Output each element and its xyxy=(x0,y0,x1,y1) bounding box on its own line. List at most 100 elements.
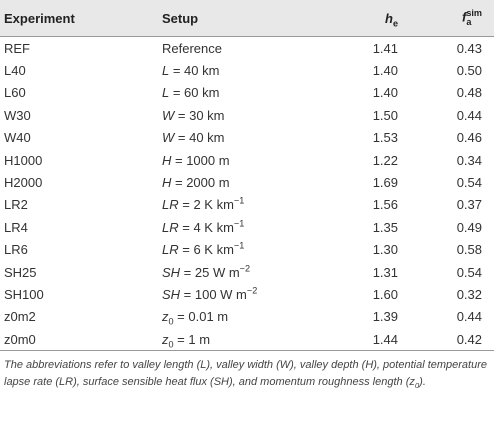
text: = 0.01 m xyxy=(173,309,229,325)
cell: LR6 xyxy=(4,242,28,258)
text: ). xyxy=(419,376,426,389)
cell: 1.31 xyxy=(372,264,398,280)
cell: H = 1000 m xyxy=(158,149,326,171)
cell: 0.43 xyxy=(456,40,482,56)
cell: 0.42 xyxy=(410,328,494,352)
cell: LR = 6 K km−1 xyxy=(158,239,326,261)
table-row: SH25 SH = 25 W m−2 1.31 0.54 xyxy=(0,261,494,283)
italic-text: W xyxy=(162,130,175,146)
table-body: REF Reference 1.41 0.43 L40 L = 40 km 1.40 0.50… xyxy=(0,37,494,352)
cell: 0.54 xyxy=(456,175,482,191)
text: = 4 K km xyxy=(178,219,234,235)
cell: W = 40 km xyxy=(158,127,326,149)
cell: 1.22 xyxy=(372,152,398,168)
italic-text: H xyxy=(162,152,172,168)
text: = 1 m xyxy=(173,331,211,347)
cell: 0.37 xyxy=(456,197,482,213)
italic-text: L xyxy=(162,63,170,79)
table-row: LR2 LR = 2 K km−1 1.56 0.37 xyxy=(0,194,494,216)
italic-text: f xyxy=(461,9,467,25)
table-row: H1000 H = 1000 m 1.22 0.34 xyxy=(0,149,494,171)
cell: z0m0 xyxy=(0,328,158,352)
superscript: −1 xyxy=(233,240,245,251)
subscript: 0 xyxy=(414,381,420,391)
italic-text: LR xyxy=(162,242,179,258)
cell: 1.40 xyxy=(372,63,398,79)
superscript: −2 xyxy=(239,263,251,274)
cell: 1.50 xyxy=(372,107,398,123)
cell: 0.48 xyxy=(456,85,482,101)
cell: 1.39 xyxy=(372,309,398,325)
cell: 0.32 xyxy=(456,286,482,302)
text: = 1000 m xyxy=(171,152,230,168)
cell: L60 xyxy=(4,85,26,101)
cell: z0 = 0.01 m xyxy=(158,306,326,328)
text: = 100 W m xyxy=(180,286,247,302)
cell: W40 xyxy=(4,130,31,146)
text: = 6 K km xyxy=(178,242,234,258)
text: = 2 K km xyxy=(178,197,234,213)
header-cell: f sim a xyxy=(410,0,494,37)
cell: 1.60 xyxy=(372,286,398,302)
cell: L = 40 km xyxy=(158,59,326,81)
table-row: L60 L = 60 km 1.40 0.48 xyxy=(0,82,494,104)
italic-text: LR xyxy=(162,219,179,235)
cell: REF xyxy=(4,40,30,56)
cell: z0 = 1 m xyxy=(158,328,326,352)
cell: LR2 xyxy=(4,197,28,213)
table-row: W40 W = 40 km 1.53 0.46 xyxy=(0,127,494,149)
cell: H2000 xyxy=(4,175,43,191)
superscript: −1 xyxy=(233,196,245,207)
table-row: H2000 H = 2000 m 1.69 0.54 xyxy=(0,171,494,193)
cell: 1.40 xyxy=(372,85,398,101)
table-figure: Experiment Setup he f sim a REF Reference 1.41 0… xyxy=(0,0,494,391)
superscript: −2 xyxy=(246,285,258,296)
subscript: a xyxy=(466,17,472,27)
cell: 0.44 xyxy=(456,107,482,123)
text: = 2000 m xyxy=(171,175,230,191)
cell: 0.54 xyxy=(456,264,482,280)
text: Reference xyxy=(162,40,222,56)
cell: L40 xyxy=(4,63,26,79)
cell: 0.49 xyxy=(456,219,482,235)
cell: z0m2 xyxy=(4,309,36,325)
subscript: 0 xyxy=(168,339,174,350)
cell: W = 30 km xyxy=(158,104,326,126)
cell: H = 2000 m xyxy=(158,171,326,193)
cell: 1.53 xyxy=(372,130,398,146)
cell: 0.46 xyxy=(456,130,482,146)
italic-text: z xyxy=(162,309,169,325)
cell: LR4 xyxy=(4,219,28,235)
cell: 0.50 xyxy=(456,63,482,79)
text: = 30 km xyxy=(174,107,225,123)
superscript: sim xyxy=(466,7,482,18)
table-row: LR6 LR = 6 K km−1 1.30 0.58 xyxy=(0,239,494,261)
cell: SH100 xyxy=(4,286,44,302)
cell: LR = 4 K km−1 xyxy=(158,216,326,238)
cell: L = 60 km xyxy=(158,82,326,104)
text: = 60 km xyxy=(169,85,220,101)
cell: SH = 25 W m−2 xyxy=(158,261,326,283)
subscript: 0 xyxy=(168,316,174,327)
header-cell: he xyxy=(326,0,410,37)
results-table: Experiment Setup he f sim a REF Reference 1.41 0… xyxy=(0,0,494,352)
cell: SH25 xyxy=(4,264,37,280)
sub-sup: sim a xyxy=(466,7,482,27)
text: = 40 km xyxy=(169,63,220,79)
header-cell: Experiment xyxy=(0,0,158,37)
cell: H1000 xyxy=(4,152,43,168)
table-header: Experiment Setup he f sim a xyxy=(0,0,494,37)
table-row: z0m2 z0 = 0.01 m 1.39 0.44 xyxy=(0,306,494,328)
cell: 1.41 xyxy=(372,40,398,56)
header-row: Experiment Setup he f sim a xyxy=(0,0,494,37)
italic-text: SH xyxy=(162,286,181,302)
cell: 1.30 xyxy=(372,242,398,258)
italic-text: h xyxy=(384,10,393,26)
text: = 25 W m xyxy=(180,264,240,280)
superscript: −1 xyxy=(233,218,245,229)
italic-text: SH xyxy=(162,264,181,280)
italic-text: H xyxy=(162,175,172,191)
subscript: e xyxy=(392,18,398,29)
table-row: z0m0 z0 = 1 m 1.44 0.42 xyxy=(0,328,494,352)
